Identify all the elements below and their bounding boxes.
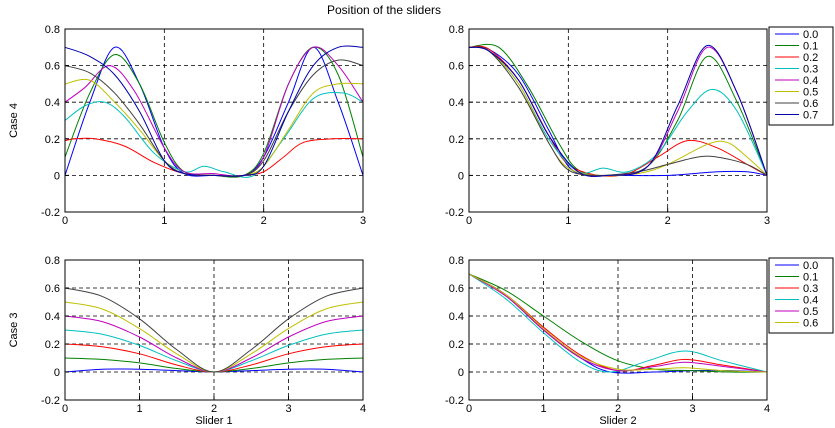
legend-entry: 0.5: [803, 306, 818, 318]
legend-entry: 0.0: [803, 29, 818, 41]
y-axis-label: Case 3: [8, 313, 20, 348]
x-tick-label: 3: [764, 215, 770, 227]
y-tick-label: 0: [54, 170, 60, 182]
series-line-7: [64, 287, 364, 373]
y-tick-label: 0.8: [449, 255, 464, 267]
legend-entry: 0.3: [803, 283, 818, 295]
x-tick-label: 3: [285, 403, 291, 415]
y-tick-label: 0: [458, 170, 464, 182]
legend: 0.00.10.20.30.40.50.60.7: [768, 26, 834, 126]
chart-panel-2: 0 1 2 3-0.200.20.40.60.8 0.00.10.20.30.40.50…: [445, 24, 834, 227]
legend-entry: 0.6: [803, 318, 818, 330]
y-tick-label: -0.2: [41, 207, 60, 219]
series-line-0.5: [468, 273, 768, 373]
y-tick-label: 0.8: [45, 255, 60, 267]
series-group: [468, 43, 768, 177]
x-tick-label: 2: [615, 403, 621, 415]
y-tick-label: 0.6: [45, 283, 60, 295]
series-group: [468, 273, 768, 374]
x-axis-label: Slider 1: [195, 415, 232, 427]
series-line-5: [64, 46, 364, 177]
series-line-4: [64, 92, 364, 178]
x-tick-label: 1: [540, 403, 546, 415]
y-tick-label: -0.2: [41, 395, 60, 407]
y-tick-label: -0.2: [445, 395, 464, 407]
legend-entry: 0.1: [803, 41, 818, 53]
series-line-8: [64, 45, 364, 177]
legend-entry: 0.6: [803, 98, 818, 110]
legend-entry: 0.7: [803, 110, 818, 122]
x-axis-label: Slider 2: [599, 415, 636, 427]
legend-box: [768, 257, 834, 334]
y-tick-label: 0.4: [45, 311, 60, 323]
y-tick-label: 0.2: [45, 339, 60, 351]
x-tick-label: 2: [261, 215, 267, 227]
x-tick-label: 3: [360, 215, 366, 227]
x-tick-label: 1: [161, 215, 167, 227]
legend-entry: 0.1: [803, 272, 818, 284]
series-line-0.6: [468, 273, 768, 373]
legend-entry: 0.3: [803, 64, 818, 76]
figure-title: Position of the sliders: [327, 3, 441, 17]
legend-entry: 0.5: [803, 87, 818, 99]
y-tick-label: 0: [54, 367, 60, 379]
series-line-0.6: [468, 46, 768, 176]
series-group: [64, 45, 364, 178]
axes-frame: [468, 28, 768, 213]
x-tick-label: 0: [466, 215, 472, 227]
y-tick-label: 0.6: [449, 61, 464, 73]
y-tick-label: 0.6: [449, 283, 464, 295]
legend-entry: 0.2: [803, 52, 818, 64]
grid: [469, 260, 767, 400]
y-tick-label: 0.2: [449, 339, 464, 351]
legend-entry: 0.0: [803, 260, 818, 272]
y-tick-label: 0.2: [45, 134, 60, 146]
y-tick-label: 0.4: [45, 97, 60, 109]
series-line-0.7: [468, 44, 768, 177]
x-tick-label: 1: [136, 403, 142, 415]
legend-box: [768, 26, 834, 126]
legend-entry: 0.4: [803, 75, 818, 87]
plot-area: [65, 29, 363, 212]
legend: 0.00.10.30.40.50.6: [768, 257, 834, 334]
legend-entry: 0.4: [803, 295, 818, 307]
x-tick-label: 0: [466, 403, 472, 415]
grid: [469, 29, 767, 212]
x-tick-label: 2: [211, 403, 217, 415]
grid: [65, 260, 363, 400]
y-tick-label: 0: [458, 367, 464, 379]
x-tick-label: 4: [764, 403, 770, 415]
y-tick-label: 0.2: [449, 134, 464, 146]
plot-area: [469, 29, 767, 212]
y-tick-label: 0.8: [449, 24, 464, 36]
y-tick-label: 0.4: [449, 311, 464, 323]
series-group: [64, 287, 364, 373]
y-axis-label: Case 4: [8, 103, 20, 138]
series-line-0.4: [468, 273, 768, 373]
series-line-0.1: [468, 273, 768, 373]
y-tick-label: -0.2: [445, 207, 464, 219]
y-tick-label: 0.4: [449, 97, 464, 109]
x-tick-label: 4: [360, 403, 366, 415]
x-tick-label: 2: [665, 215, 671, 227]
x-tick-label: 1: [565, 215, 571, 227]
x-tick-label: 0: [62, 403, 68, 415]
y-tick-label: 0.6: [45, 61, 60, 73]
y-tick-label: 0.8: [45, 24, 60, 36]
x-tick-label: 3: [689, 403, 695, 415]
axes-frame: [64, 28, 364, 213]
x-tick-label: 0: [62, 215, 68, 227]
